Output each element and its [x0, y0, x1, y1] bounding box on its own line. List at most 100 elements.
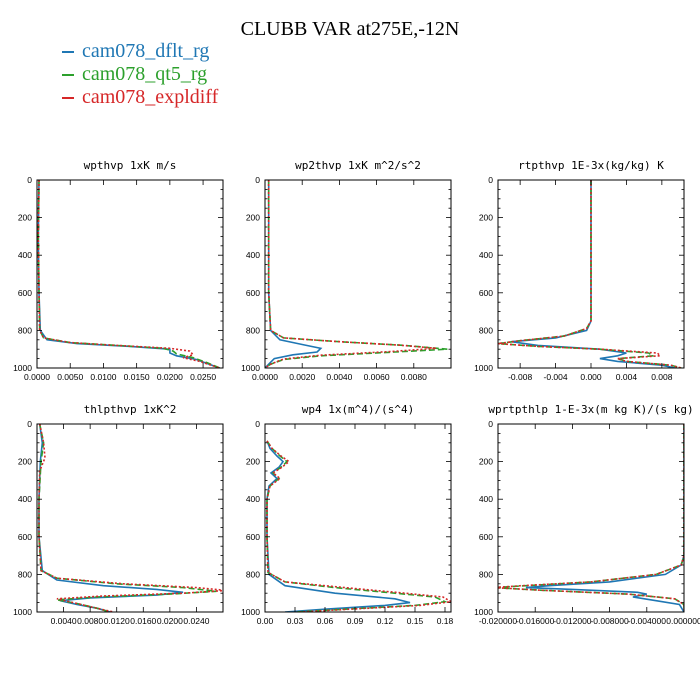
panel-title: wp2thvp 1xK m^2/s^2 — [295, 159, 421, 172]
x-tick-label: 0.12 — [377, 616, 394, 626]
y-tick-label: 400 — [479, 494, 493, 504]
y-tick-label: 600 — [479, 288, 493, 298]
y-tick-label: 200 — [18, 457, 32, 467]
x-tick-label: -0.012000 — [553, 616, 592, 626]
figure-title: CLUBB VAR at275E,-12N — [240, 18, 460, 40]
y-tick-label: 800 — [246, 325, 260, 335]
y-tick-label: 400 — [18, 494, 32, 504]
legend-swatch-dflt — [62, 51, 74, 54]
panel-6: wprtpthlp 1-E-3x(m kg K)/(s kg) 0 200 400 60… — [474, 403, 700, 626]
x-tick-label: 0.0050 — [57, 372, 83, 382]
y-tick-label: 1000 — [13, 607, 32, 617]
panel-4: thlpthvp 1xK^2 0 200 400 600 800 1000 0.0040 0.0… — [13, 403, 224, 626]
y-tick-label: 0 — [488, 175, 493, 185]
y-tick-label: 0 — [27, 175, 32, 185]
x-tick-label: 0.03 — [287, 616, 304, 626]
x-tick-label: 0.0000 — [24, 372, 50, 382]
x-tick-label: 0.004 — [616, 372, 638, 382]
series-line-1 — [266, 440, 411, 612]
y-tick-label: 600 — [246, 288, 260, 298]
series-line-3 — [265, 180, 437, 368]
x-tick-label: -0.008 — [508, 372, 532, 382]
x-tick-label: 0.00 — [257, 616, 274, 626]
series-line-2 — [265, 180, 448, 368]
y-tick-label: 0 — [255, 175, 260, 185]
y-tick-label: 1000 — [474, 363, 493, 373]
x-tick-label: -0.016000 — [516, 616, 555, 626]
x-tick-label: 0.0020 — [289, 372, 315, 382]
x-tick-label: 0.0150 — [124, 372, 150, 382]
x-tick-label: -0.004 — [544, 372, 568, 382]
x-tick-label: 0.0000 — [252, 372, 278, 382]
x-tick-label: 0.0080 — [401, 372, 427, 382]
x-tick-label: -0.004000 — [628, 616, 667, 626]
x-tick-label: 0.06 — [317, 616, 334, 626]
y-tick-label: 800 — [18, 325, 32, 335]
y-tick-label: 0 — [488, 419, 493, 429]
y-tick-label: 400 — [246, 494, 260, 504]
series-line-2 — [498, 424, 684, 612]
x-tick-label: 0.0040 — [51, 616, 77, 626]
y-tick-label: 1000 — [241, 607, 260, 617]
y-tick-label: 0 — [255, 419, 260, 429]
plot-frame — [36, 179, 224, 369]
panel-2: wp2thvp 1xK m^2/s^2020040060080010000.00… — [241, 159, 452, 382]
panel-title: wprtpthlp 1-E-3x(m kg K)/(s kg) — [488, 403, 693, 416]
y-tick-label: 600 — [18, 532, 32, 542]
x-tick-label: -0.008000 — [590, 616, 629, 626]
legend-label-expldiff: cam078_expldiff — [82, 86, 219, 108]
y-tick-label: 600 — [479, 532, 493, 542]
series-line-3 — [498, 424, 684, 612]
x-tick-label: 0.008 — [651, 372, 673, 382]
y-tick-label: 200 — [246, 213, 260, 223]
y-tick-label: 400 — [479, 250, 493, 260]
y-tick-label: 400 — [18, 250, 32, 260]
legend-label-qt5: cam078_qt5_rg — [82, 63, 208, 85]
plot-frame — [264, 423, 452, 613]
y-tick-label: 600 — [246, 532, 260, 542]
y-tick-label: 800 — [479, 325, 493, 335]
y-tick-label: 800 — [479, 569, 493, 579]
legend-item-qt5: cam078_qt5_rg — [62, 63, 218, 86]
panel-title: wpthvp 1xK m/s — [84, 159, 177, 172]
series-line-3 — [498, 180, 682, 368]
y-tick-label: 1000 — [13, 363, 32, 373]
x-tick-label: -0.020000 — [479, 616, 518, 626]
series-line-3 — [37, 180, 220, 368]
x-tick-label: 0.0250 — [190, 372, 216, 382]
x-tick-label: 0.18 — [437, 616, 454, 626]
y-tick-label: 200 — [246, 457, 260, 467]
x-tick-label: 0.0100 — [90, 372, 116, 382]
x-tick-label: 0.0200 — [157, 616, 183, 626]
series-line-2 — [37, 180, 221, 368]
y-tick-label: 800 — [18, 569, 32, 579]
x-tick-label: 0.0120 — [104, 616, 130, 626]
y-tick-label: 1000 — [241, 363, 260, 373]
series-line-3 — [38, 424, 223, 612]
plot-frame — [264, 179, 452, 369]
y-tick-label: 200 — [479, 457, 493, 467]
y-tick-label: 200 — [479, 213, 493, 223]
legend-swatch-qt5 — [62, 74, 74, 77]
legend-item-dflt: cam078_dflt_rg — [62, 40, 218, 63]
panel-title: rtpthvp 1E-3x(kg/kg) K — [518, 159, 664, 172]
y-tick-label: 400 — [246, 250, 260, 260]
y-tick-label: 200 — [18, 213, 32, 223]
x-tick-label: 0.000000 — [666, 616, 700, 626]
series-line-1 — [37, 180, 220, 368]
y-tick-label: 800 — [246, 569, 260, 579]
legend-item-expldiff: cam078_expldiff — [62, 86, 218, 109]
y-tick-label: 0 — [27, 419, 32, 429]
x-tick-label: 0.0240 — [183, 616, 209, 626]
panel-3: rtpthvp 1E-3x(kg/kg) K 0 200 400 600 800 1000 -… — [474, 159, 685, 382]
y-tick-label: 600 — [18, 288, 32, 298]
x-tick-label: 0.0040 — [326, 372, 352, 382]
x-tick-label: 0.0200 — [157, 372, 183, 382]
x-tick-label: 0.0060 — [364, 372, 390, 382]
panel-title: thlpthvp 1xK^2 — [84, 403, 177, 416]
x-tick-label: 0.000 — [580, 372, 602, 382]
legend-label-dflt: cam078_dflt_rg — [82, 40, 210, 62]
